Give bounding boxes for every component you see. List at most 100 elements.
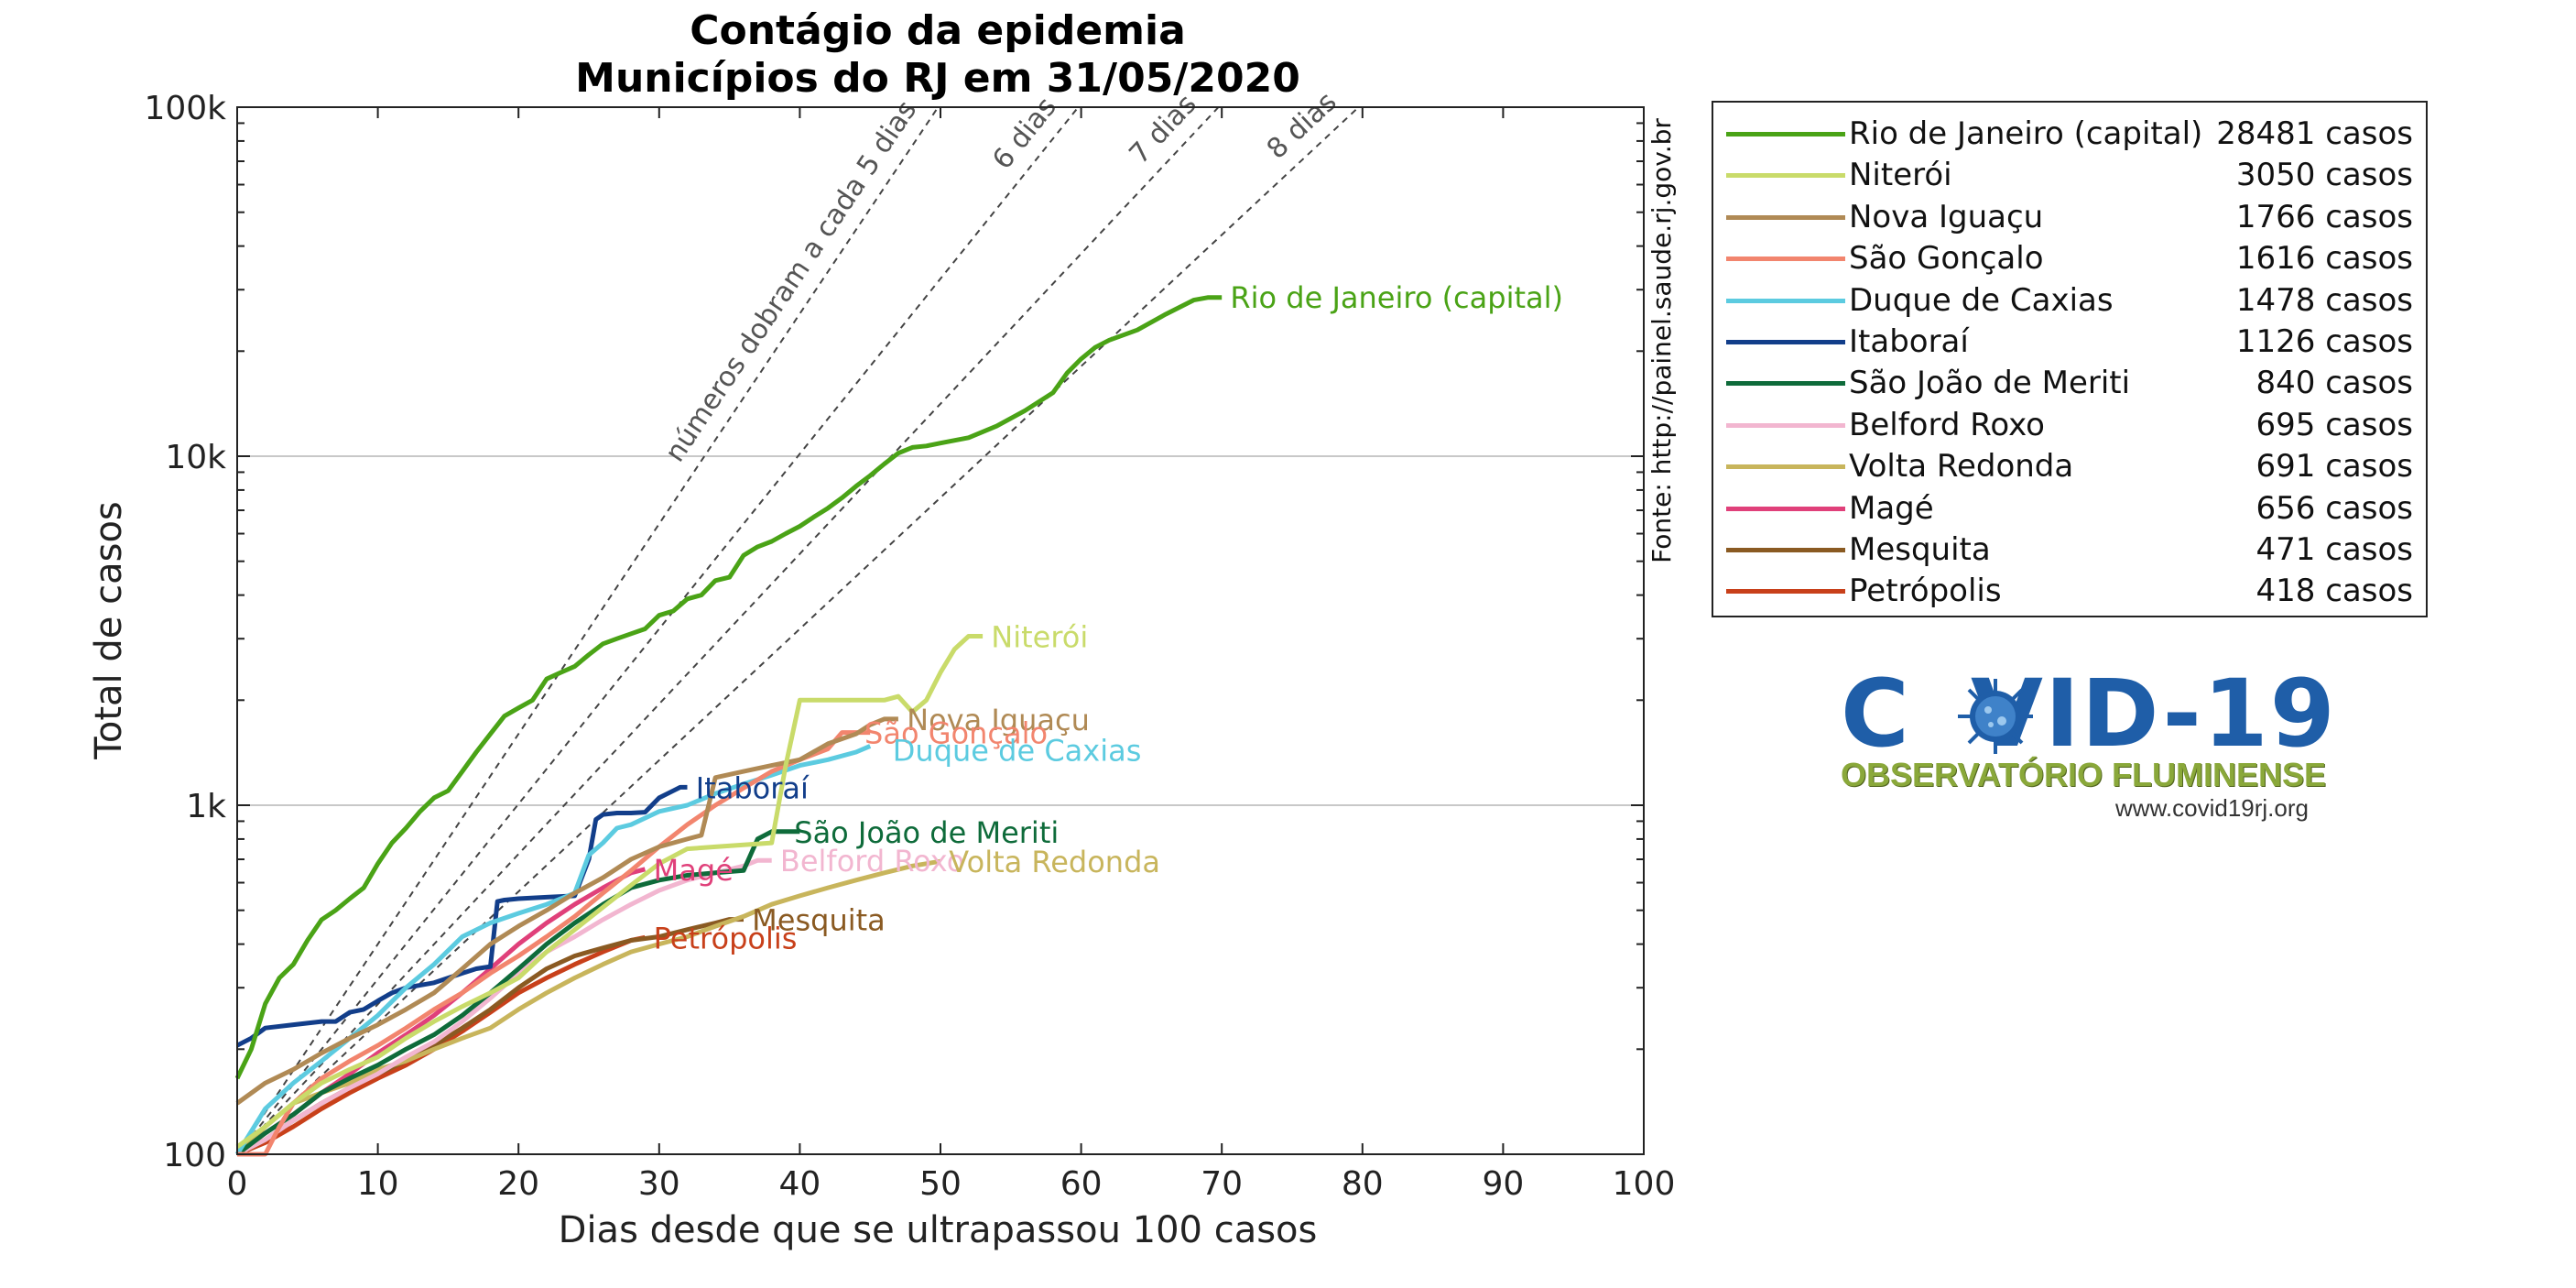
legend-swatch — [1726, 589, 1845, 595]
legend-item: Mesquita 471 casos — [1713, 529, 2426, 571]
legend-item: Petrópolis 418 casos — [1713, 571, 2426, 612]
legend-count: 28481 casos — [2216, 115, 2413, 152]
x-tick-label-2: 20 — [497, 1165, 539, 1203]
doubling-label-5: números dobram a cada 5 dias — [659, 95, 924, 468]
legend-name: Niterói — [1849, 157, 1952, 194]
legend-count: 3050 casos — [2235, 157, 2413, 194]
legend-count: 471 casos — [2255, 531, 2413, 568]
x-tick-label-8: 80 — [1342, 1165, 1384, 1203]
legend-count: 418 casos — [2255, 573, 2413, 610]
chart-subtitle: Municípios do RJ em 31/05/2020 — [575, 55, 1300, 102]
y-axis-label: Total de casos — [88, 501, 130, 760]
legend-item: Nova Iguaçu 1766 casos — [1713, 197, 2426, 238]
legend-count: 695 casos — [2255, 406, 2413, 443]
series-line-petr-polis — [236, 934, 646, 1157]
legend-name: São João de Meriti — [1849, 365, 2131, 402]
series-line-s-o-jo-o-de-meriti — [235, 829, 800, 1156]
series-label-niter-i: Niterói — [991, 619, 1088, 654]
plot-frame — [236, 106, 1645, 1155]
legend-count: 691 casos — [2255, 448, 2413, 486]
legend-count: 1478 casos — [2235, 281, 2413, 319]
legend-swatch — [1726, 173, 1845, 179]
legend-item: São João de Meriti 840 casos — [1713, 363, 2426, 404]
legend-count: 1766 casos — [2235, 198, 2413, 235]
legend-name: Rio de Janeiro (capital) — [1849, 115, 2203, 152]
doubling-line-6 — [236, 106, 1080, 1155]
x-axis-label: Dias desde que se ultrapassou 100 casos — [559, 1209, 1318, 1251]
x-tick-label-0: 0 — [227, 1165, 248, 1203]
legend-item: Niterói 3050 casos — [1713, 155, 2426, 196]
legend-swatch — [1726, 340, 1845, 344]
series-label-belford-roxo: Belford Roxo — [780, 844, 964, 879]
series-label-nova-igua-u: Nova Iguaçu — [907, 703, 1090, 737]
legend-item: São Gonçalo 1616 casos — [1713, 238, 2426, 279]
series-line-niter-i — [235, 634, 984, 1149]
series-label-rio-de-janeiro-capital-: Rio de Janeiro (capital) — [1230, 280, 1563, 315]
series-line-itabora- — [235, 784, 688, 1048]
legend-name: Duque de Caxias — [1849, 281, 2114, 319]
y-tick-label-0: 100 — [163, 1137, 226, 1174]
x-tick-label-3: 30 — [638, 1165, 680, 1203]
legend-swatch — [1726, 381, 1845, 387]
series-label-s-o-jo-o-de-meriti: São João de Meriti — [794, 815, 1059, 850]
legend-swatch — [1726, 132, 1845, 136]
doubling-line-5 — [236, 106, 940, 1155]
x-tick-label-10: 100 — [1613, 1165, 1676, 1203]
doubling-guides: números dobram a cada 5 dias 6 dias 7 dias… — [236, 86, 1360, 1155]
series-label-mag-: Magé — [654, 853, 734, 888]
legend-name: Magé — [1849, 489, 1934, 527]
series-line-rio-de-janeiro-capital- — [234, 295, 1223, 1080]
legend-swatch — [1726, 464, 1845, 470]
axis-ticks: 0 10 20 30 40 50 60 70 80 90 100 100 1k 10k 100k — [144, 90, 1675, 1203]
covid-chart: Contágio da epidemia Municípios do RJ em… — [88, 7, 1677, 1251]
series-label-duque-de-caxias: Duque de Caxias — [893, 734, 1142, 769]
legend-count: 1126 casos — [2235, 323, 2413, 360]
legend-item: Magé 656 casos — [1713, 488, 2426, 529]
legend-swatch — [1726, 214, 1845, 220]
x-tick-label-6: 60 — [1060, 1165, 1103, 1203]
x-tick-label-5: 50 — [919, 1165, 962, 1203]
doubling-line-7 — [236, 106, 1220, 1155]
series-lines — [234, 295, 1223, 1157]
series-label-petr-polis: Petrópolis — [654, 921, 798, 955]
legend-count: 1616 casos — [2235, 240, 2413, 278]
legend-count: 840 casos — [2255, 365, 2413, 402]
legend-item: Rio de Janeiro (capital) 28481 casos — [1713, 114, 2426, 155]
virus-icon — [1958, 679, 2033, 754]
doubling-line-8 — [236, 106, 1360, 1155]
legend-swatch — [1726, 422, 1845, 428]
series-labels: Rio de Janeiro (capital) Niterói Nova Igua… — [654, 280, 1563, 955]
legend-swatch — [1726, 548, 1845, 552]
legend-name: Belford Roxo — [1849, 406, 2045, 443]
covid19-logo: C VID-19 OBSERVATÓRIO FLUMINENSE www.cov… — [1841, 660, 2337, 823]
legend-item: Volta Redonda 691 casos — [1713, 446, 2426, 487]
y-tick-label-3: 100k — [144, 90, 226, 127]
legend-item: Itaboraí 1126 casos — [1713, 322, 2426, 363]
series-line-volta-redonda — [235, 858, 941, 1156]
x-tick-label-1: 10 — [357, 1165, 399, 1203]
legend-name: Mesquita — [1849, 531, 1991, 568]
legend: Rio de Janeiro (capital) 28481 casos Niter… — [1712, 101, 2428, 617]
legend-item: Belford Roxo 695 casos — [1713, 405, 2426, 446]
x-tick-label-7: 70 — [1201, 1165, 1243, 1203]
y-tick-label-2: 10k — [165, 439, 226, 476]
legend-swatch — [1726, 257, 1845, 262]
legend-swatch — [1726, 298, 1845, 303]
doubling-label-6: 6 dias — [986, 92, 1063, 176]
legend-name: Itaboraí — [1849, 323, 1969, 360]
source-note: Fonte: http://painel.saude.rj.gov.br — [1647, 118, 1677, 563]
series-label-mesquita: Mesquita — [752, 903, 886, 938]
series-label-itabora-: Itaboraí — [696, 770, 810, 805]
legend-name: Petrópolis — [1849, 573, 2002, 610]
chart-title: Contágio da epidemia — [690, 7, 1186, 54]
series-label-s-o-gon-alo: São Gonçalo — [864, 716, 1048, 751]
x-tick-label-9: 90 — [1482, 1165, 1524, 1203]
legend-name: São Gonçalo — [1849, 240, 2044, 278]
x-tick-label-4: 40 — [778, 1165, 821, 1203]
series-label-volta-redonda: Volta Redonda — [949, 845, 1160, 879]
series-line-nova-igua-u — [235, 716, 898, 1106]
legend-name: Volta Redonda — [1849, 448, 2074, 486]
legend-swatch — [1726, 506, 1845, 511]
legend-name: Nova Iguaçu — [1849, 198, 2044, 235]
legend-count: 656 casos — [2255, 489, 2413, 527]
